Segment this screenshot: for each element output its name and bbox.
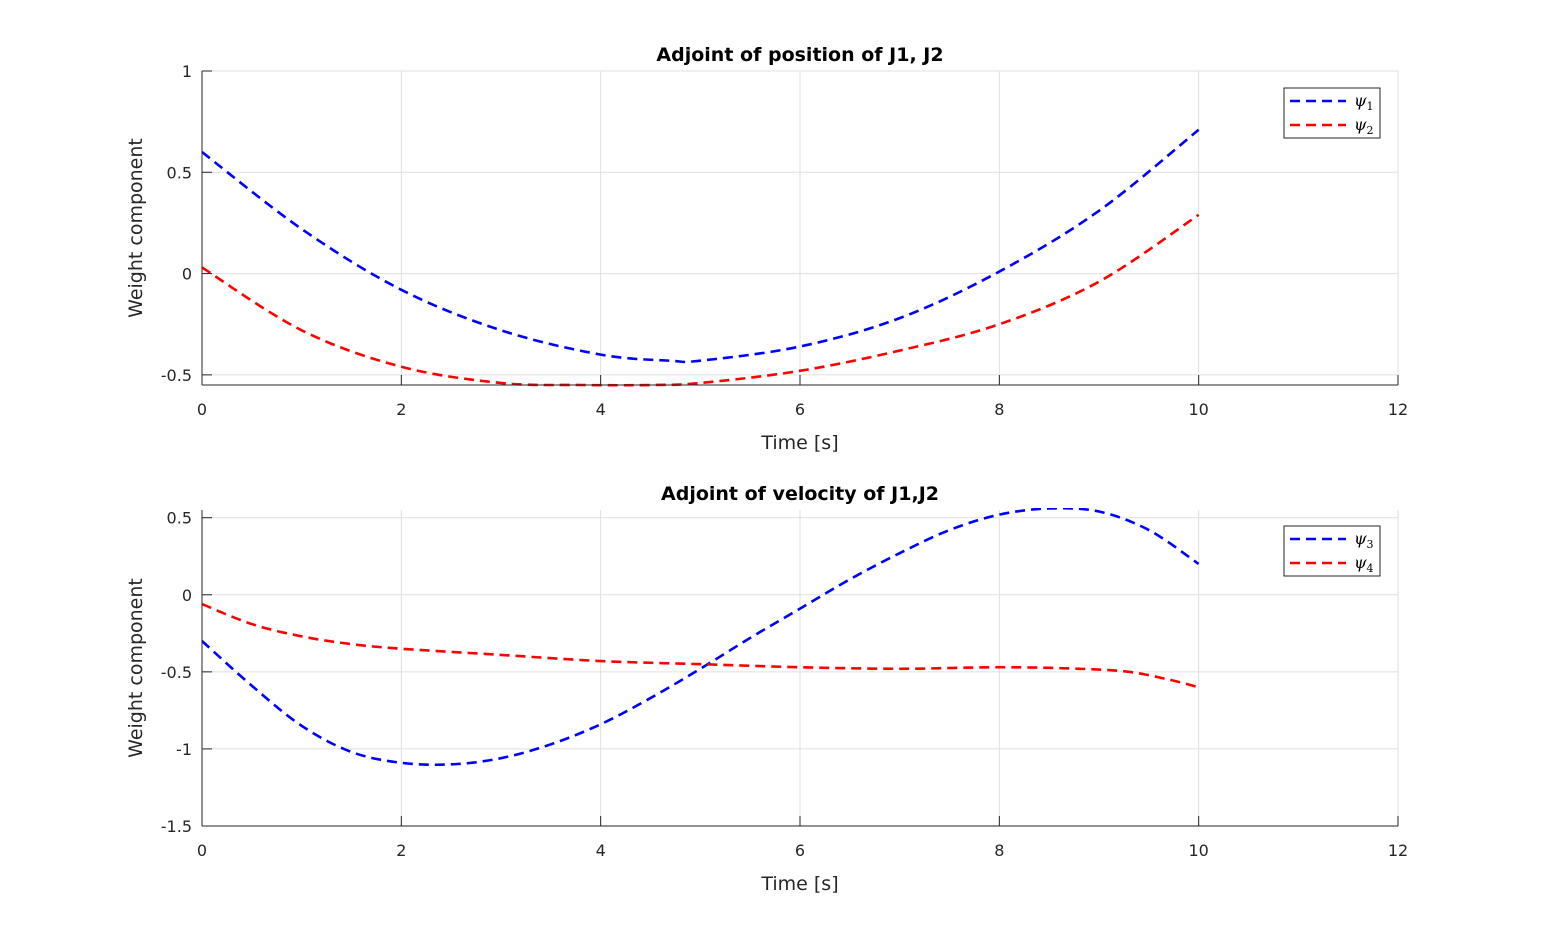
x-tick-label: 6 bbox=[795, 400, 805, 419]
legend-label: ψ2 bbox=[1354, 115, 1374, 137]
y-tick-label: 0 bbox=[182, 586, 192, 605]
x-tick-label: 2 bbox=[396, 841, 406, 860]
y-axis-label: Weight component bbox=[125, 138, 147, 318]
y-tick-label: 0.5 bbox=[167, 163, 192, 182]
legend-label: ψ1 bbox=[1354, 91, 1374, 113]
x-axis-label: Time [s] bbox=[760, 432, 838, 454]
x-tick-label: 6 bbox=[795, 841, 805, 860]
y-tick-label: 0 bbox=[182, 265, 192, 284]
y-tick-label: 1 bbox=[182, 62, 192, 81]
y-tick-label: -1.5 bbox=[161, 817, 192, 836]
legend-box bbox=[1283, 87, 1381, 139]
legend-box bbox=[1283, 525, 1381, 577]
y-axis-label: Weight component bbox=[125, 578, 147, 758]
chart-panel-2: 0 2 4 6 8 10 12 -1.5 -1 -0.5 0 0.5 Adjoint of veloci… bbox=[125, 483, 1408, 895]
x-tick-label: 8 bbox=[994, 841, 1004, 860]
chart-title: Adjoint of position of J1, J2 bbox=[656, 44, 943, 66]
legend-label: ψ4 bbox=[1354, 553, 1374, 575]
x-tick-label: 8 bbox=[994, 400, 1004, 419]
y-tick-label: -1 bbox=[176, 740, 192, 759]
x-tick-label: 12 bbox=[1388, 841, 1408, 860]
y-tick-label: -0.5 bbox=[161, 663, 192, 682]
y-tick-label: -0.5 bbox=[161, 366, 192, 385]
series-line-4 bbox=[202, 602, 1199, 689]
legend-label: ψ3 bbox=[1354, 529, 1374, 551]
x-tick-label: 2 bbox=[396, 400, 406, 419]
x-tick-label: 0 bbox=[197, 841, 207, 860]
chart-title: Adjoint of velocity of J1,J2 bbox=[661, 483, 939, 505]
x-tick-label: 12 bbox=[1388, 400, 1408, 419]
x-axis-label: Time [s] bbox=[760, 873, 838, 895]
x-tick-label: 4 bbox=[596, 841, 606, 860]
y-tick-label: 0.5 bbox=[167, 509, 192, 528]
series-line-1 bbox=[202, 128, 1200, 364]
x-tick-label: 4 bbox=[596, 400, 606, 419]
chart-panel-1: 0 2 4 6 8 10 12 -0.5 0 0.5 1 Adjoint of position of… bbox=[125, 44, 1408, 454]
x-tick-label: 0 bbox=[197, 400, 207, 419]
series-line-2 bbox=[202, 213, 1200, 387]
series-line-3 bbox=[202, 508, 1200, 767]
x-tick-label: 10 bbox=[1188, 841, 1208, 860]
x-tick-label: 10 bbox=[1188, 400, 1208, 419]
